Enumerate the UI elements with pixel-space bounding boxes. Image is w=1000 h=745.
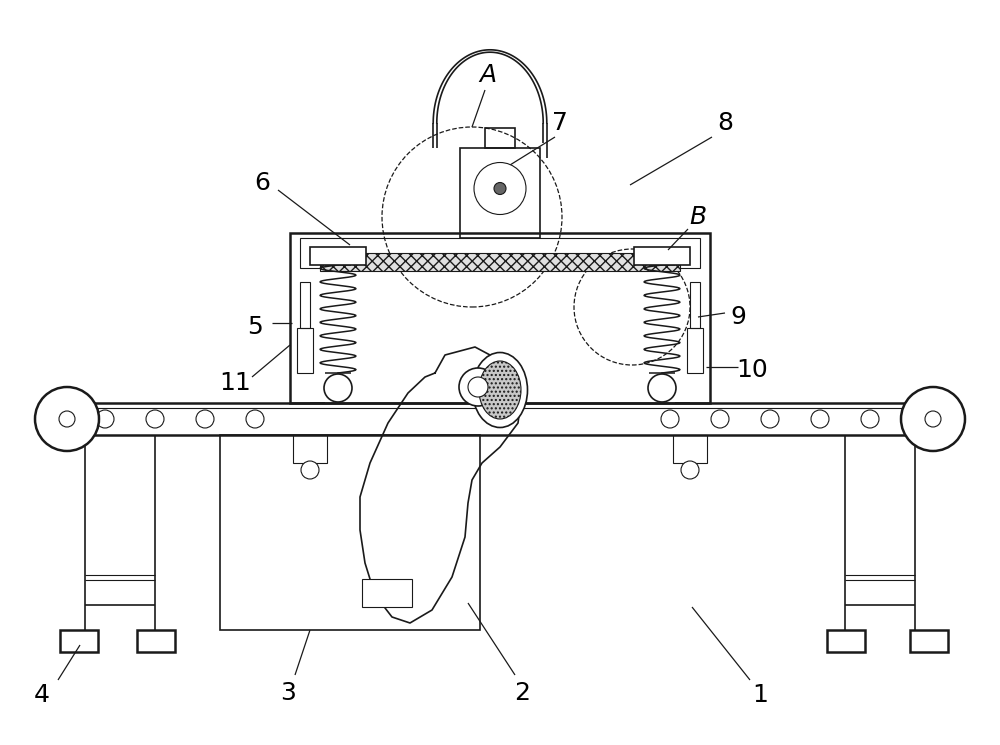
Circle shape bbox=[96, 410, 114, 428]
Circle shape bbox=[246, 410, 264, 428]
Bar bbox=[320, 253, 680, 271]
Bar bbox=[634, 247, 690, 265]
Bar bbox=[55, 403, 945, 435]
Circle shape bbox=[474, 162, 526, 215]
Circle shape bbox=[35, 387, 99, 451]
Bar bbox=[362, 579, 412, 607]
Circle shape bbox=[459, 368, 497, 406]
Text: 10: 10 bbox=[736, 358, 768, 382]
Circle shape bbox=[861, 410, 879, 428]
Circle shape bbox=[811, 410, 829, 428]
Text: 4: 4 bbox=[34, 683, 50, 707]
Bar bbox=[137, 630, 175, 652]
Bar bbox=[290, 233, 710, 403]
Text: 7: 7 bbox=[552, 111, 568, 135]
Circle shape bbox=[468, 377, 488, 397]
Circle shape bbox=[196, 410, 214, 428]
Bar bbox=[485, 128, 515, 148]
Circle shape bbox=[648, 374, 676, 402]
Bar bbox=[460, 148, 540, 238]
Bar bbox=[673, 435, 707, 463]
Bar bbox=[690, 282, 700, 328]
Bar bbox=[310, 247, 366, 265]
Text: 8: 8 bbox=[717, 111, 733, 135]
Bar bbox=[300, 282, 310, 328]
Ellipse shape bbox=[473, 352, 528, 428]
Circle shape bbox=[494, 183, 506, 194]
Text: A: A bbox=[479, 63, 497, 87]
Bar bbox=[297, 328, 313, 373]
Text: 3: 3 bbox=[280, 681, 296, 705]
Text: 11: 11 bbox=[219, 371, 251, 395]
Bar bbox=[60, 630, 98, 652]
Circle shape bbox=[711, 410, 729, 428]
Text: 2: 2 bbox=[514, 681, 530, 705]
Circle shape bbox=[301, 461, 319, 479]
Bar bbox=[910, 630, 948, 652]
Circle shape bbox=[324, 374, 352, 402]
Circle shape bbox=[661, 410, 679, 428]
Bar bbox=[293, 435, 327, 463]
Bar bbox=[220, 435, 480, 630]
Text: B: B bbox=[689, 205, 707, 229]
Circle shape bbox=[761, 410, 779, 428]
Text: 5: 5 bbox=[247, 315, 263, 339]
Circle shape bbox=[146, 410, 164, 428]
Text: 6: 6 bbox=[254, 171, 270, 195]
Bar bbox=[300, 238, 700, 268]
Circle shape bbox=[59, 411, 75, 427]
Bar bbox=[827, 630, 865, 652]
Circle shape bbox=[681, 461, 699, 479]
Circle shape bbox=[901, 387, 965, 451]
Ellipse shape bbox=[479, 361, 521, 419]
Bar bbox=[687, 328, 703, 373]
Text: 9: 9 bbox=[730, 305, 746, 329]
Circle shape bbox=[925, 411, 941, 427]
Text: 1: 1 bbox=[752, 683, 768, 707]
